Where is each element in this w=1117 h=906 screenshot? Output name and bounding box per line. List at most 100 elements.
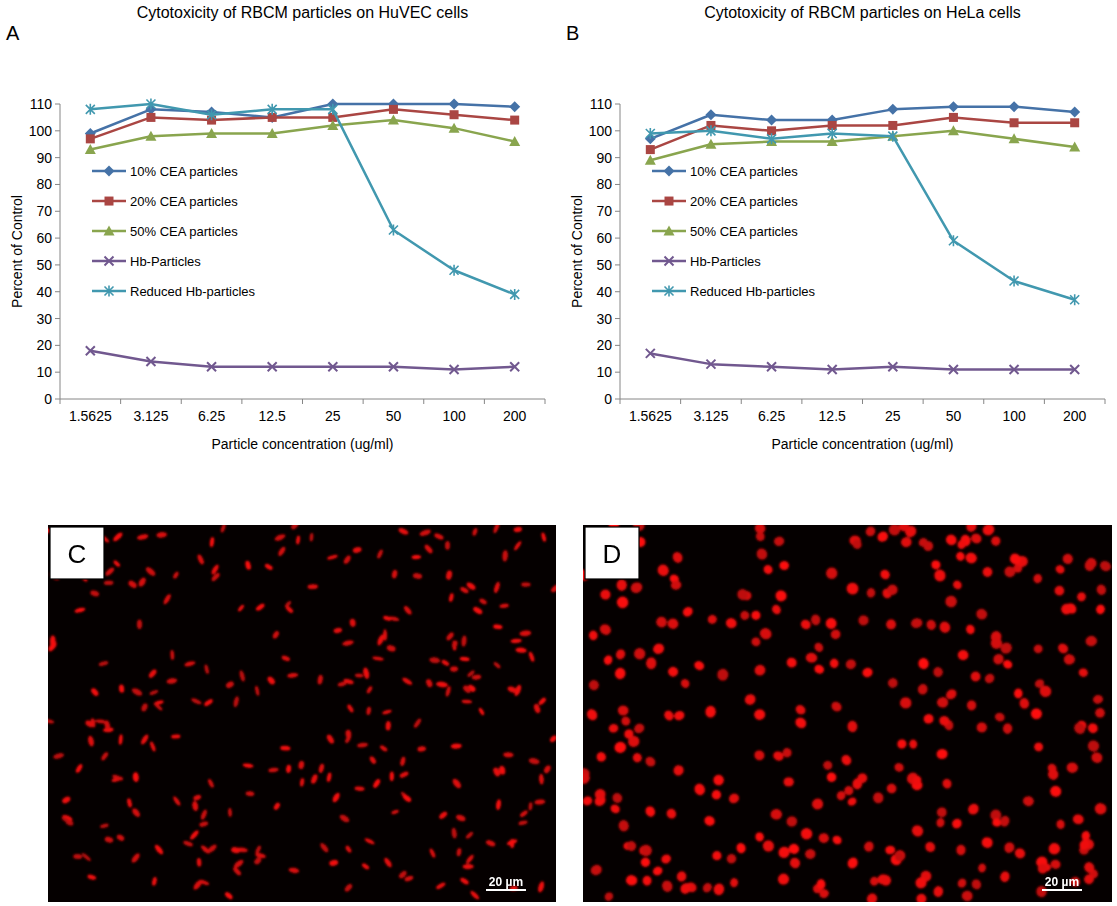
y-axis-title: Percent of Control — [569, 195, 585, 308]
cell — [613, 740, 627, 754]
cell — [366, 706, 372, 715]
marker — [86, 104, 95, 115]
legend-label: 20% CEA particles — [130, 194, 238, 209]
cell — [1050, 859, 1062, 870]
y-tick — [615, 130, 620, 131]
cell — [793, 715, 808, 730]
y-tick — [55, 264, 60, 265]
legend-marker — [105, 257, 114, 266]
cell — [863, 840, 875, 852]
marker — [949, 235, 958, 246]
cell — [100, 751, 109, 762]
y-tick-label: 20 — [596, 337, 612, 353]
cell — [255, 602, 266, 612]
cell — [104, 836, 114, 844]
cell — [587, 678, 601, 692]
cell — [318, 763, 325, 773]
cell — [379, 744, 388, 752]
cell — [465, 581, 477, 592]
x-tick-label: 25 — [325, 408, 341, 424]
y-tick-label: 0 — [44, 391, 52, 407]
cell — [598, 622, 613, 637]
cell — [770, 603, 782, 616]
cell — [534, 799, 545, 805]
cell — [264, 563, 274, 571]
cell — [253, 856, 263, 866]
x-tick-label: 3.125 — [693, 408, 728, 424]
cell — [644, 805, 657, 819]
cell — [956, 844, 966, 855]
cell — [132, 772, 139, 783]
cell — [676, 871, 687, 882]
cell — [541, 532, 547, 542]
cell — [172, 795, 182, 807]
cell — [643, 755, 657, 769]
cell — [1032, 741, 1045, 754]
cell — [608, 723, 619, 733]
y-axis — [60, 104, 61, 399]
cell — [237, 604, 245, 613]
cell — [478, 707, 485, 716]
cell — [651, 865, 664, 877]
cell — [471, 674, 481, 680]
cell — [794, 703, 808, 716]
cell — [466, 669, 475, 678]
cell — [199, 820, 209, 827]
x-tick — [620, 399, 621, 404]
cell — [317, 674, 324, 685]
x-tick-label: 100 — [1002, 408, 1026, 424]
cell — [149, 689, 159, 696]
cell — [655, 562, 671, 578]
marker — [1010, 276, 1019, 287]
legend-marker — [105, 286, 114, 297]
cell — [885, 582, 900, 597]
cell — [753, 663, 768, 677]
marker — [145, 131, 156, 141]
cell — [944, 595, 958, 609]
cell — [352, 546, 362, 553]
cell — [1062, 553, 1074, 565]
cell — [87, 735, 95, 747]
cell — [528, 651, 536, 662]
cell — [785, 656, 799, 669]
cell — [207, 778, 215, 788]
cell — [331, 792, 341, 804]
cell — [1084, 559, 1096, 572]
cell — [618, 705, 629, 715]
marker — [1070, 365, 1079, 374]
legend: 10% CEA particles20% CEA particles50% CE… — [92, 164, 256, 299]
cell — [1032, 573, 1043, 584]
cell — [528, 802, 533, 811]
cell — [87, 874, 97, 881]
cell — [116, 833, 126, 842]
cell — [609, 803, 622, 816]
cell — [210, 571, 221, 582]
cell — [456, 848, 462, 857]
cell — [498, 765, 506, 775]
cell — [1094, 802, 1107, 815]
y-axis — [620, 104, 621, 399]
cell — [651, 642, 666, 657]
cell — [184, 660, 196, 667]
cell — [1054, 585, 1065, 596]
cell — [712, 882, 725, 896]
cell — [956, 538, 968, 550]
cell — [190, 697, 202, 705]
cell — [855, 771, 869, 785]
cell — [137, 619, 142, 629]
cell — [383, 629, 387, 641]
x-tick-label: 100 — [442, 408, 466, 424]
cell — [425, 678, 434, 688]
cell — [518, 820, 528, 826]
cell — [917, 536, 930, 549]
cell — [665, 807, 678, 821]
cell — [469, 890, 480, 901]
legend-label: Reduced Hb-particles — [690, 284, 816, 299]
cell — [192, 794, 201, 802]
cell — [851, 538, 864, 551]
cell — [1054, 563, 1066, 575]
cell — [583, 795, 594, 808]
marker — [510, 116, 519, 125]
x-tick — [545, 399, 546, 404]
cell — [280, 745, 291, 751]
